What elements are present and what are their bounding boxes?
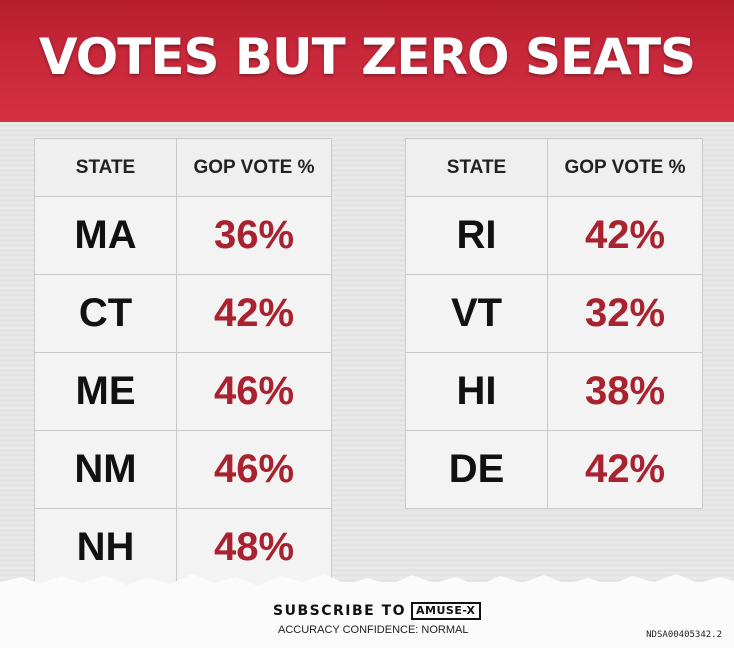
- gop-vote-cell: 46%: [176, 352, 332, 431]
- state-cell: MA: [34, 196, 177, 275]
- table-row: NM 46%: [34, 430, 332, 509]
- gop-vote-column-header: GOP VOTE %: [176, 138, 332, 197]
- state-column-header: STATE: [405, 138, 548, 197]
- state-cell: DE: [405, 430, 548, 509]
- state-cell: NM: [34, 430, 177, 509]
- gop-vote-column-header: GOP VOTE %: [547, 138, 703, 197]
- vote-table-right: STATE GOP VOTE % RI 42% VT 32% HI 38% DE…: [405, 138, 703, 509]
- state-cell: HI: [405, 352, 548, 431]
- page-title: VOTES BUT ZERO SEATS: [38, 28, 696, 86]
- state-cell: NH: [34, 508, 177, 587]
- footer: [0, 590, 734, 648]
- table-row: DE 42%: [405, 430, 703, 509]
- gop-vote-cell: 36%: [176, 196, 332, 275]
- subscribe-line: SUBSCRIBE TO AMUSE-X: [273, 602, 481, 620]
- state-column-header: STATE: [34, 138, 177, 197]
- table-row: MA 36%: [34, 196, 332, 275]
- gop-vote-cell: 42%: [547, 430, 703, 509]
- table-row: VT 32%: [405, 274, 703, 353]
- table-header-row: STATE GOP VOTE %: [34, 138, 332, 197]
- brand-logo: AMUSE-X: [411, 602, 481, 620]
- table-row: HI 38%: [405, 352, 703, 431]
- table-row: ME 46%: [34, 352, 332, 431]
- gop-vote-cell: 46%: [176, 430, 332, 509]
- gop-vote-cell: 42%: [176, 274, 332, 353]
- table-row: CT 42%: [34, 274, 332, 353]
- table-row: RI 42%: [405, 196, 703, 275]
- state-cell: CT: [34, 274, 177, 353]
- gop-vote-cell: 32%: [547, 274, 703, 353]
- title-banner: VOTES BUT ZERO SEATS: [0, 0, 734, 122]
- gop-vote-cell: 38%: [547, 352, 703, 431]
- gop-vote-cell: 42%: [547, 196, 703, 275]
- table-header-row: STATE GOP VOTE %: [405, 138, 703, 197]
- state-cell: ME: [34, 352, 177, 431]
- document-code: NDSA00405342.2: [646, 630, 722, 640]
- subscribe-text: SUBSCRIBE TO: [273, 603, 407, 619]
- state-cell: VT: [405, 274, 548, 353]
- accuracy-confidence: ACCURACY CONFIDENCE: NORMAL: [278, 624, 469, 636]
- vote-table-left: STATE GOP VOTE % MA 36% CT 42% ME 46% NM…: [34, 138, 332, 587]
- state-cell: RI: [405, 196, 548, 275]
